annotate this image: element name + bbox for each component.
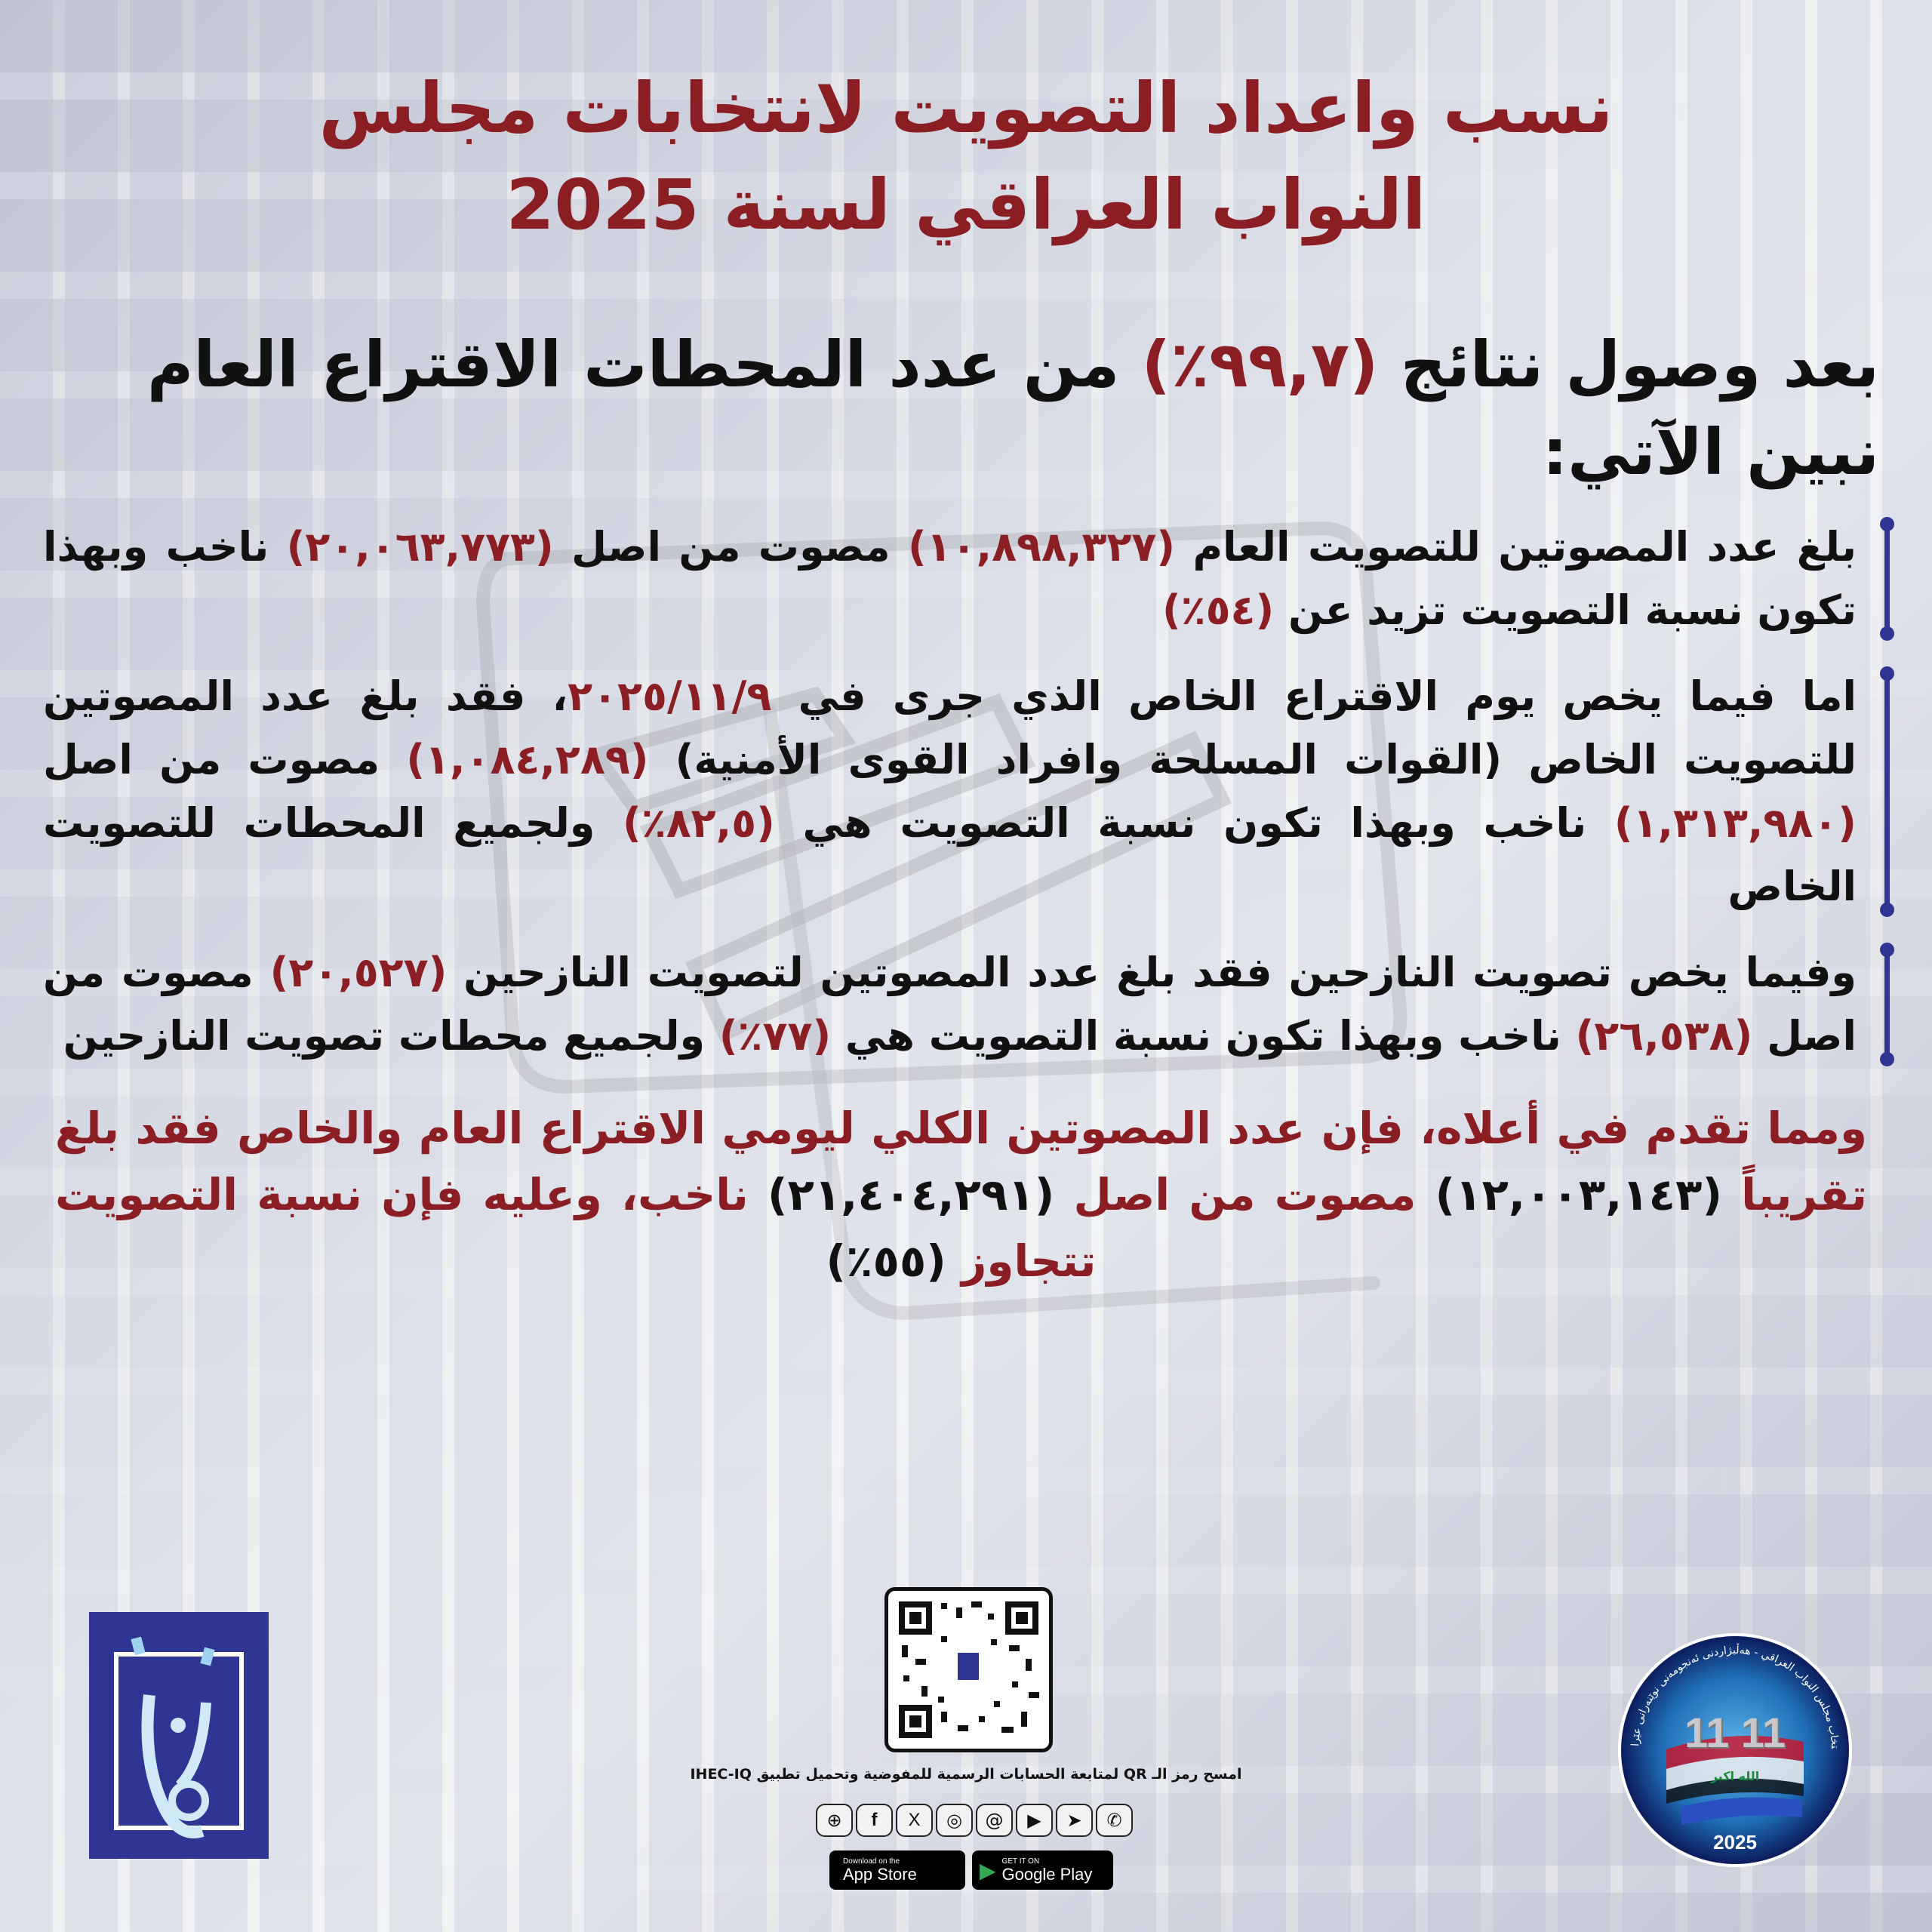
text-segment: ناخب، وعليه فإن نسبة التصويت تتجاوز [55, 1169, 1097, 1287]
facebook-icon[interactable]: f [856, 1804, 893, 1837]
highlighted-figure: (٢١,٤٠٤,٢٩١) [767, 1169, 1055, 1220]
text-segment: مصوت من اصل [43, 736, 407, 783]
text-segment: من عدد المحطات الاقتراع العام نبين الآتي… [146, 328, 1879, 489]
x-icon[interactable]: X [896, 1804, 933, 1837]
phone-icon[interactable]: ✆ [1096, 1804, 1133, 1837]
text-segment: مصوت من اصل [43, 949, 1857, 1060]
app-store-label: App Store [843, 1864, 917, 1884]
text-segment: وفيما يخص تصويت النازحين فقد بلغ عدد الم… [447, 949, 1857, 996]
special-vote-paragraph: اما فيما يخص يوم الاقتراع الخاص الذي جرى… [43, 665, 1857, 918]
paragraph-marker-bar [1880, 666, 1894, 917]
text-segment: اما فيما يخص يوم الاقتراع الخاص الذي جرى… [771, 672, 1857, 720]
title-line-2: النواب العراقي لسنة 2025 [506, 165, 1426, 245]
conclusion-paragraph: ومما تقدم في أعلاه، فإن عدد المصوتين الك… [43, 1095, 1890, 1294]
intro-heading: بعد وصول نتائج (٩٩,٧٪) من عدد المحطات ال… [43, 321, 1890, 496]
highlighted-figure: ٢٠٢٥/١١/٩ [568, 672, 772, 720]
special-vote-block: اما فيما يخص يوم الاقتراع الخاص الذي جرى… [43, 665, 1894, 918]
ballot-box-watermark [475, 521, 1407, 1321]
general-vote-block: بلغ عدد المصوتين للتصويت العام (١٠,٨٩٨,٣… [43, 515, 1894, 642]
text-segment: ناخب وبهذا تكون نسبة التصويت هي [831, 1012, 1576, 1060]
telegram-icon[interactable]: ➤ [1056, 1804, 1093, 1837]
qr-caption: امسح رمز الـ QR لمتابعة الحسابات الرسمية… [690, 1766, 1242, 1783]
google-play-small-text: GET IT ON [1001, 1857, 1040, 1866]
highlighted-figure: (١,٣١٣,٩٨٠) [1614, 799, 1857, 847]
qr-code[interactable] [884, 1587, 1053, 1752]
displaced-vote-block: وفيما يخص تصويت النازحين فقد بلغ عدد الم… [43, 941, 1894, 1068]
text-segment: بلغ عدد المصوتين للتصويت العام [1175, 523, 1857, 571]
seal-year: 2025 [1713, 1831, 1757, 1854]
text-segment: مصوت من اصل [1054, 1169, 1435, 1220]
social-links: ⊕ f X ◎ @ ▶ ➤ ✆ [816, 1804, 1133, 1837]
youtube-icon[interactable]: ▶ [1016, 1804, 1053, 1837]
google-play-icon: ▶ [980, 1858, 996, 1882]
title-line-1: نسب واعداد التصويت لانتخابات مجلس [318, 68, 1614, 149]
general-vote-paragraph: بلغ عدد المصوتين للتصويت العام (١٠,٨٩٨,٣… [43, 515, 1857, 642]
highlighted-figure: (٢٠,٠٦٣,٧٧٣) [286, 523, 554, 571]
highlighted-figure: (٥٤٪) [1161, 586, 1275, 634]
paragraph-marker-bar [1880, 943, 1894, 1066]
threads-icon[interactable]: @ [976, 1804, 1013, 1837]
highlighted-figure: (١٢,٠٠٣,١٤٣) [1435, 1169, 1722, 1220]
highlighted-figure: (٢٦,٥٣٨) [1575, 1012, 1753, 1060]
app-store-small-text: Download on the [843, 1857, 900, 1866]
displaced-vote-paragraph: وفيما يخص تصويت النازحين فقد بلغ عدد الم… [43, 941, 1857, 1068]
main-content: بعد وصول نتائج (٩٩,٧٪) من عدد المحطات ال… [43, 321, 1894, 1294]
globe-icon[interactable]: ⊕ [816, 1804, 853, 1837]
instagram-icon[interactable]: ◎ [936, 1804, 973, 1837]
text-segment: ومما تقدم في أعلاه، فإن عدد المصوتين الك… [55, 1103, 1867, 1220]
text-segment: ولجميع المحطات للتصويت الخاص [43, 799, 1857, 910]
text-segment: مصوت من اصل [553, 523, 908, 571]
text-segment: ، فقد بلغ عدد المصوتين للتصويت الخاص (ال… [43, 672, 1857, 783]
highlighted-figure: (١,٠٨٤,٢٨٩) [406, 736, 649, 783]
ihec-logo [89, 1612, 269, 1859]
highlighted-figure: (٥٥٪) [826, 1235, 946, 1287]
highlighted-figure: (٢٠,٥٢٧) [269, 949, 448, 996]
highlighted-figure: (٧٧٪) [718, 1012, 832, 1060]
text-segment: بعد وصول نتائج [1378, 328, 1879, 401]
seal-flag-text: الله اكبر [1710, 1769, 1760, 1783]
paragraph-marker-bar [1880, 517, 1894, 641]
app-store-badge[interactable]: Download on the App Store [829, 1850, 965, 1890]
google-play-label: Google Play [1001, 1864, 1093, 1884]
election-seal-logo: انتخاب مجلس النواب العراقي - هەڵبژاردنی … [1618, 1633, 1852, 1867]
text-segment: ولجميع محطات تصويت النازحين [63, 1012, 719, 1060]
page-title: نسب واعداد التصويت لانتخابات مجلس النواب… [0, 60, 1932, 254]
highlighted-figure: (١٠,٨٩٨,٣٢٧) [907, 523, 1176, 571]
text-segment: ناخب وبهذا تكون نسبة التصويت هي [774, 799, 1614, 847]
text-segment: ناخب وبهذا تكون نسبة التصويت تزيد عن [43, 523, 1857, 634]
highlighted-figure: (٨٢,٥٪) [623, 799, 775, 847]
seal-number: 11 11 [1684, 1709, 1786, 1756]
highlighted-figure: (٩٩,٧٪) [1141, 328, 1379, 401]
google-play-badge[interactable]: ▶ GET IT ON Google Play [972, 1850, 1113, 1890]
